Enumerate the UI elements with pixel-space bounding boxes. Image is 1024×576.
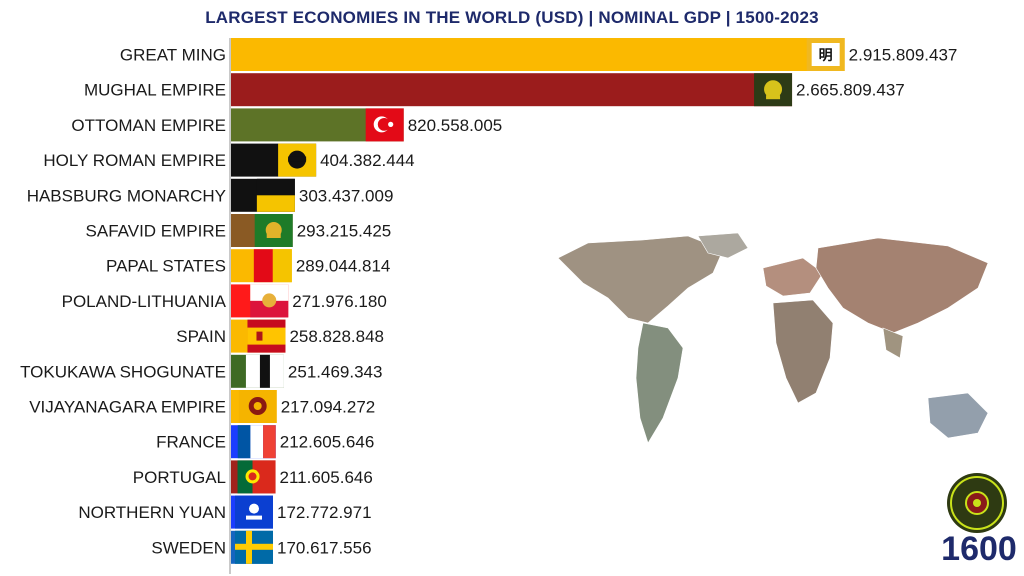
flag-icon	[253, 249, 292, 283]
value-label: 217.094.272	[281, 398, 376, 417]
category-label: POLAND-LITHUANIA	[62, 292, 227, 311]
category-label: GREAT MING	[120, 46, 226, 65]
flag-icon	[238, 390, 277, 423]
category-label: FRANCE	[156, 433, 226, 452]
category-label: VIJAYANAGARA EMPIRE	[29, 398, 226, 417]
category-label: TOKUKAWA SHOGUNATE	[20, 362, 226, 381]
flag-icon: 明	[806, 38, 845, 71]
category-label: PORTUGAL	[133, 468, 226, 487]
category-label: SPAIN	[176, 327, 226, 346]
year-label: 1600	[941, 530, 1017, 568]
flag-icon	[235, 530, 273, 564]
category-label: NORTHERN YUAN	[78, 503, 226, 522]
category-label: SAFAVID EMPIRE	[86, 222, 226, 241]
value-label: 251.469.343	[288, 362, 383, 381]
flag-icon	[235, 495, 273, 529]
value-label: 820.558.005	[408, 116, 503, 135]
category-label: MUGHAL EMPIRE	[84, 81, 226, 100]
flag-icon	[254, 214, 293, 247]
value-label: 212.605.646	[280, 433, 375, 452]
category-label: SWEDEN	[151, 538, 226, 557]
value-label: 289.044.814	[296, 257, 391, 276]
value-label: 303.437.009	[299, 186, 394, 205]
flag-icon	[754, 73, 793, 107]
flag-icon	[365, 108, 404, 142]
value-label: 2.915.809.437	[849, 46, 958, 65]
world-map-image	[557, 232, 989, 444]
svg-text:明: 明	[819, 48, 833, 64]
flag-icon	[256, 178, 295, 212]
value-label: 293.215.425	[297, 222, 392, 241]
value-label: 172.772.971	[277, 503, 372, 522]
value-label: 2.665.809.437	[796, 81, 905, 100]
flag-icon	[278, 143, 317, 177]
flag-icon	[250, 284, 289, 318]
chart-title: LARGEST ECONOMIES IN THE WORLD (USD) | N…	[205, 8, 819, 27]
bar	[231, 73, 793, 107]
category-label: HOLY ROMAN EMPIRE	[43, 151, 226, 170]
category-label: HABSBURG MONARCHY	[27, 186, 226, 205]
category-label: OTTOMAN EMPIRE	[71, 116, 226, 135]
value-label: 271.976.180	[292, 292, 387, 311]
flag-icon	[247, 319, 286, 353]
flag-icon	[237, 460, 276, 494]
channel-logo	[947, 473, 1007, 533]
value-label: 258.828.848	[289, 327, 384, 346]
bar	[231, 38, 845, 71]
flag-icon	[237, 425, 276, 459]
flag-icon	[245, 354, 284, 388]
value-label: 404.382.444	[320, 151, 415, 170]
axis-baseline	[229, 38, 231, 574]
category-label: PAPAL STATES	[106, 257, 226, 276]
value-label: 170.617.556	[277, 538, 372, 557]
value-label: 211.605.646	[280, 468, 373, 487]
